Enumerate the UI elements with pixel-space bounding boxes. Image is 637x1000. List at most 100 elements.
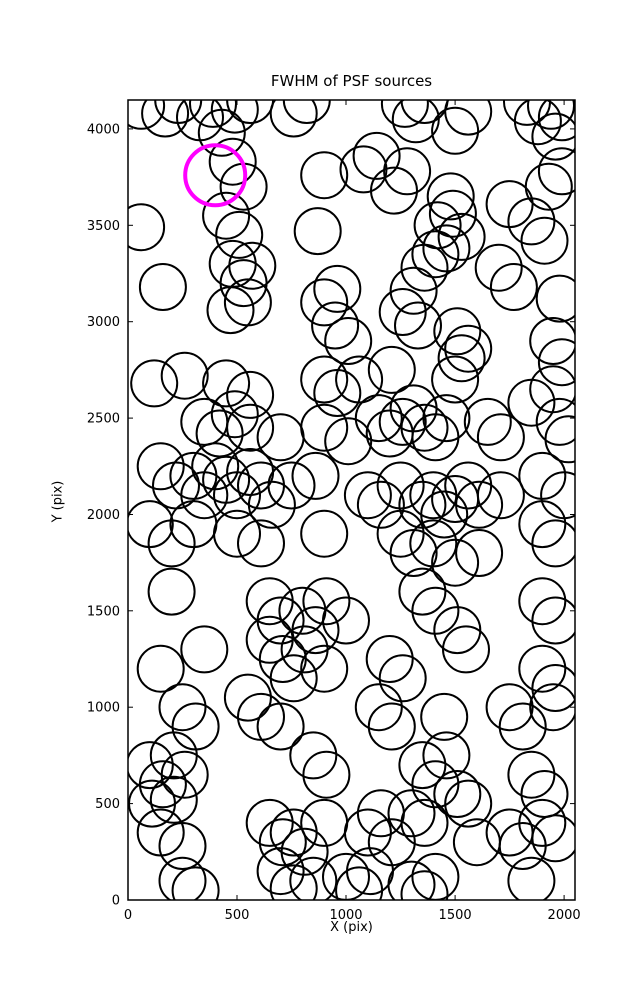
psf-source-circle: [518, 500, 567, 549]
psf-source-circle: [442, 625, 490, 674]
psf-source-circle: [300, 644, 349, 693]
psf-source-circle: [507, 197, 556, 246]
psf-source-circle: [202, 191, 251, 240]
psf-source-circle: [354, 683, 403, 732]
psf-source-circle: [437, 212, 486, 261]
psf-source-circle: [223, 673, 272, 722]
psf-source-circle: [391, 100, 440, 144]
psf-source-circle: [531, 519, 575, 568]
psf-source-circle: [411, 760, 460, 809]
psf-source-circle: [485, 683, 534, 732]
psf-source-circle: [223, 278, 272, 327]
psf-source-circle: [176, 100, 224, 142]
scatter-points-group: [128, 100, 575, 900]
psf-source-circle: [226, 100, 275, 124]
psf-source-circle: [376, 509, 425, 558]
psf-source-circle: [226, 370, 275, 419]
psf-source-circle: [300, 355, 349, 404]
psf-source-circle: [136, 442, 185, 491]
psf-source-circle: [433, 770, 482, 818]
psf-source-circle: [291, 451, 340, 500]
psf-source-circle: [476, 413, 525, 462]
psf-source-circle: [367, 702, 416, 751]
psf-source-circle: [267, 461, 316, 510]
psf-source-circle: [256, 702, 305, 751]
psf-source-circle: [280, 625, 329, 674]
psf-source-circle: [437, 334, 486, 383]
psf-source-circle: [189, 100, 237, 128]
psf-source-circle: [158, 856, 207, 900]
psf-source-circle: [455, 480, 504, 529]
psf-source-circle: [428, 189, 477, 238]
psf-source-circle: [136, 644, 185, 693]
psf-source-circle: [474, 243, 523, 292]
chart-title: FWHM of PSF sources: [270, 72, 433, 90]
psf-source-circle: [398, 567, 447, 616]
psf-source-circle: [444, 324, 493, 373]
psf-source-circle: [520, 216, 569, 265]
psf-source-circle: [389, 266, 438, 315]
psf-source-circle: [128, 100, 166, 130]
psf-source-circle: [400, 870, 449, 900]
psf-source-circle: [197, 108, 246, 157]
psf-source-circle: [128, 741, 174, 790]
psf-source-circle: [128, 203, 166, 252]
psf-source-circle: [138, 263, 187, 311]
psf-source-circle: [531, 596, 575, 645]
x-tick-label: 1500: [439, 908, 472, 923]
psf-source-circle: [422, 394, 471, 443]
psf-source-circle: [400, 403, 449, 452]
psf-source-circle: [370, 166, 418, 215]
psf-source-circle: [383, 147, 432, 196]
psf-source-circle: [367, 345, 416, 394]
psf-source-circle: [498, 702, 547, 751]
y-tick-label: 0: [112, 894, 120, 909]
psf-source-circle: [354, 394, 403, 443]
psf-source-circle: [452, 818, 501, 867]
psf-source-circle: [400, 243, 449, 292]
psf-source-circle: [269, 100, 318, 138]
psf-source-circle: [130, 359, 179, 408]
psf-source-circle: [280, 827, 329, 876]
psf-source-circle: [518, 577, 567, 626]
psf-source-circle: [245, 615, 294, 664]
psf-source-circle: [313, 264, 362, 313]
psf-source-circle: [524, 162, 573, 211]
psf-source-circle: [387, 789, 436, 838]
psf-source-circle: [160, 750, 209, 799]
psf-source-circle: [476, 471, 525, 520]
psf-source-circle: [256, 847, 305, 896]
psf-source-circle: [245, 798, 294, 847]
y-tick-label: 4000: [87, 122, 120, 137]
x-tick-label: 500: [225, 908, 250, 923]
psf-source-circle: [529, 317, 575, 365]
psf-source-circle: [537, 100, 575, 142]
psf-source-circle: [444, 779, 493, 828]
psf-source-circle: [302, 577, 351, 626]
psf-source-circle: [202, 455, 251, 504]
psf-source-circle: [136, 808, 185, 857]
psf-source-circle: [356, 480, 405, 529]
psf-source-circle: [431, 106, 480, 155]
psf-source-circle: [531, 664, 575, 712]
axes-box: [127, 99, 576, 901]
y-tick-label: 1500: [87, 604, 120, 619]
psf-source-circle: [213, 509, 261, 558]
psf-source-circle: [411, 852, 460, 900]
psf-source-circle: [180, 397, 229, 446]
psf-source-circle: [535, 397, 575, 446]
psf-source-circle: [537, 338, 575, 387]
psf-source-circle: [422, 731, 471, 780]
psf-source-circle: [537, 147, 575, 196]
y-axis-label: Y (pix): [50, 480, 66, 523]
psf-source-circle: [365, 409, 414, 458]
psf-source-circle: [531, 814, 575, 863]
psf-source-circle: [213, 471, 261, 520]
psf-source-circle: [269, 864, 318, 900]
psf-source-circle: [352, 131, 401, 180]
psf-source-circle: [343, 471, 392, 520]
psf-source-circle: [180, 625, 229, 674]
psf-source-circle: [398, 741, 447, 790]
psf-source-circle: [215, 210, 264, 259]
